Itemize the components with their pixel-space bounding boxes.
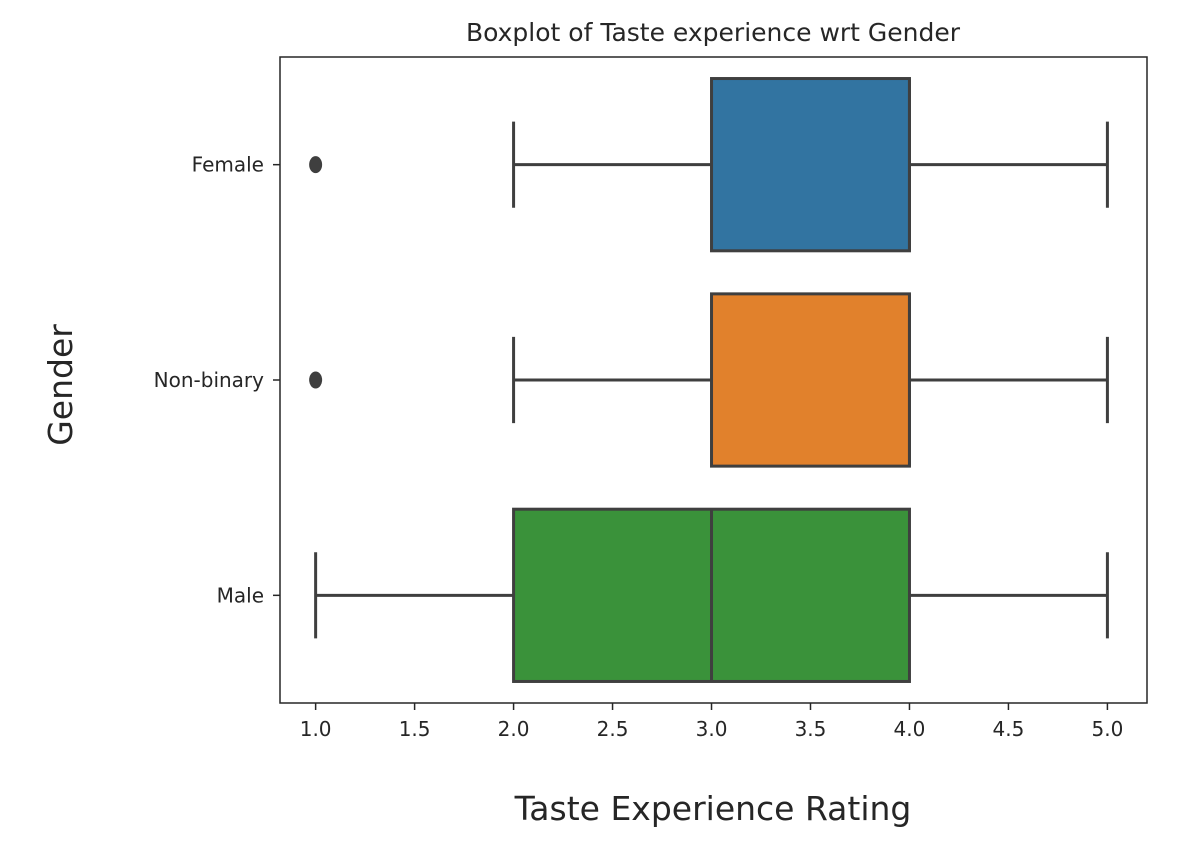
y-tick-label-non-binary: Non-binary xyxy=(154,368,264,392)
x-tick-label-8: 5.0 xyxy=(1092,717,1124,741)
outlier-non-binary-0 xyxy=(309,371,323,389)
x-tick-label-7: 4.5 xyxy=(993,717,1025,741)
outlier-female-0 xyxy=(309,156,323,174)
box-non-binary xyxy=(710,292,911,468)
x-tick-label-6: 4.0 xyxy=(894,717,926,741)
plot-marks: Female Non-binary Male 1.0 1.5 2.0 2.5 3.0 3.5 4.… xyxy=(154,56,1148,741)
x-axis-label: Taste Experience Rating xyxy=(514,789,912,828)
y-tick-label-male: Male xyxy=(217,583,264,607)
x-tick-label-4: 3.0 xyxy=(696,717,728,741)
x-tick-label-5: 3.5 xyxy=(795,717,827,741)
x-tick-label-0: 1.0 xyxy=(300,717,332,741)
box-female xyxy=(710,77,911,253)
x-tick-label-2: 2.0 xyxy=(498,717,530,741)
y-tick-label-female: Female xyxy=(192,153,264,177)
chart-title: Boxplot of Taste experience wrt Gender xyxy=(466,18,961,47)
x-tick-label-3: 2.5 xyxy=(597,717,629,741)
y-axis-label: Gender xyxy=(41,324,80,446)
x-tick-label-1: 1.5 xyxy=(399,717,431,741)
plot-frame xyxy=(279,56,1148,704)
